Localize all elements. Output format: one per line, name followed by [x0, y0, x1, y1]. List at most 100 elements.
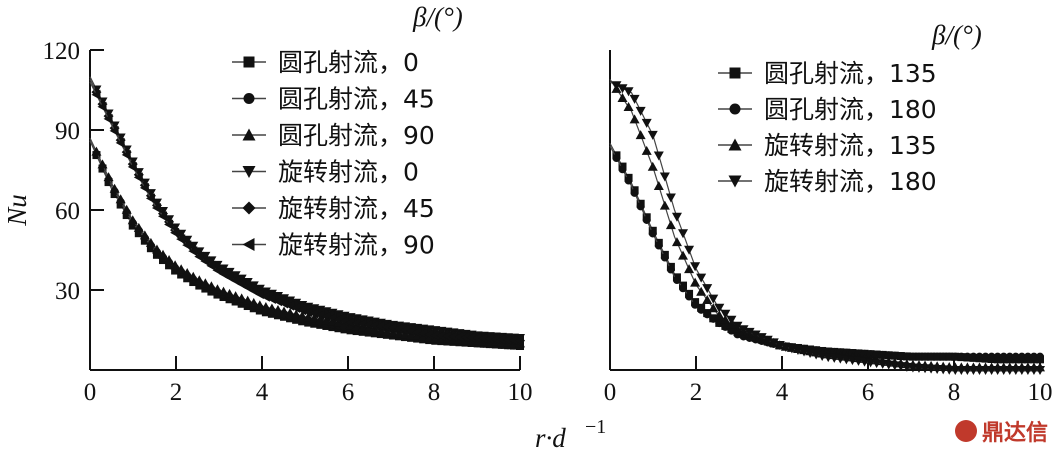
data-point: [721, 322, 730, 331]
x-tick-label: 0: [604, 379, 617, 406]
data-point: [309, 308, 319, 319]
legend-item: 旋转射流，135: [718, 131, 937, 160]
data-point: [623, 101, 634, 111]
data-point: [127, 215, 138, 225]
data-point: [635, 130, 646, 140]
data-point: [685, 292, 694, 301]
x-tick-label: 4: [256, 379, 269, 406]
legend-marker: [729, 67, 741, 79]
data-point: [188, 271, 199, 281]
legend-item: 圆孔射流，45: [232, 85, 435, 114]
legend-label: 旋转射流，135: [764, 131, 937, 160]
data-point: [164, 219, 174, 230]
x-axis-label-base: r·d: [535, 423, 566, 453]
data-point: [406, 326, 416, 337]
data-point: [1036, 352, 1044, 361]
data-point: [254, 300, 265, 310]
data-point: [860, 349, 869, 358]
data-point: [496, 334, 506, 345]
right-series-group: [609, 78, 1045, 375]
legend-marker: [242, 166, 256, 178]
data-point: [654, 241, 663, 250]
data-point: [454, 331, 464, 342]
data-point: [194, 275, 205, 285]
data-point: [430, 330, 440, 341]
x-tick-label: 4: [776, 379, 789, 406]
data-point: [151, 203, 161, 214]
data-point: [133, 172, 143, 183]
series-left-5: [89, 81, 524, 346]
data-point: [224, 288, 235, 298]
x-tick-label: 2: [690, 379, 703, 406]
data-point: [659, 172, 670, 182]
x-tick-label: 10: [508, 379, 533, 406]
data-point: [691, 300, 700, 309]
data-point: [612, 154, 621, 162]
x-tick-label: 0: [84, 379, 97, 406]
data-point: [158, 211, 168, 222]
legend-label: 旋转射流，90: [278, 231, 435, 260]
legend-label: 圆孔射流，45: [278, 85, 435, 114]
legend-marker: [729, 103, 741, 115]
y-tick-label: 90: [55, 118, 80, 145]
data-point: [617, 84, 628, 94]
data-point: [963, 352, 972, 361]
data-point: [993, 352, 1002, 361]
data-point: [866, 350, 875, 359]
data-point: [218, 286, 229, 296]
data-point: [678, 229, 689, 239]
data-point: [671, 237, 682, 247]
left-series-group: [89, 76, 525, 350]
data-point: [188, 246, 198, 257]
data-point: [884, 351, 893, 360]
x-tick-label: 8: [428, 379, 441, 406]
data-point: [696, 286, 707, 296]
x-axis-label: r·d −1: [535, 416, 606, 453]
legend-marker: [243, 93, 255, 104]
data-point: [339, 316, 349, 327]
data-point: [629, 94, 640, 104]
data-point: [351, 318, 361, 329]
data-point: [200, 256, 210, 267]
data-point: [490, 334, 500, 345]
data-point: [145, 193, 155, 204]
legend-item: 圆孔射流，0: [232, 48, 419, 77]
legend-item: 旋转射流，180: [718, 167, 937, 196]
data-point: [660, 253, 669, 262]
data-point: [702, 294, 713, 304]
data-point: [762, 335, 773, 345]
data-point: [297, 305, 307, 316]
data-point: [914, 352, 923, 361]
data-point: [345, 317, 355, 328]
data-point: [617, 92, 628, 102]
legend-marker: [728, 175, 742, 188]
data-point: [291, 309, 302, 319]
data-point: [321, 315, 332, 325]
data-point: [212, 265, 222, 276]
data-point: [502, 334, 512, 345]
left-y-ticks: 30 60 90 120: [43, 38, 104, 305]
data-point: [158, 249, 169, 259]
data-point: [164, 254, 175, 264]
data-point: [1029, 352, 1038, 361]
data-point: [363, 319, 373, 330]
data-point: [684, 264, 695, 274]
data-point: [708, 303, 719, 313]
legend-label: 旋转射流，180: [764, 167, 937, 196]
data-point: [303, 312, 314, 322]
data-point: [121, 204, 132, 214]
data-point: [387, 322, 397, 333]
data-point: [969, 352, 978, 361]
data-point: [671, 212, 682, 222]
legend-label: 旋转射流，45: [278, 194, 435, 223]
data-point: [738, 325, 749, 335]
y-tick-label: 30: [55, 278, 80, 305]
data-point: [696, 273, 707, 283]
data-point: [327, 313, 337, 324]
data-point: [975, 352, 984, 361]
watermark: 鼎达信: [955, 420, 1048, 446]
series-right-3: [609, 81, 1045, 375]
left-x-ticks: 0 2 4 6 8 10: [84, 356, 533, 406]
data-point: [690, 262, 701, 272]
data-point: [1005, 352, 1014, 361]
